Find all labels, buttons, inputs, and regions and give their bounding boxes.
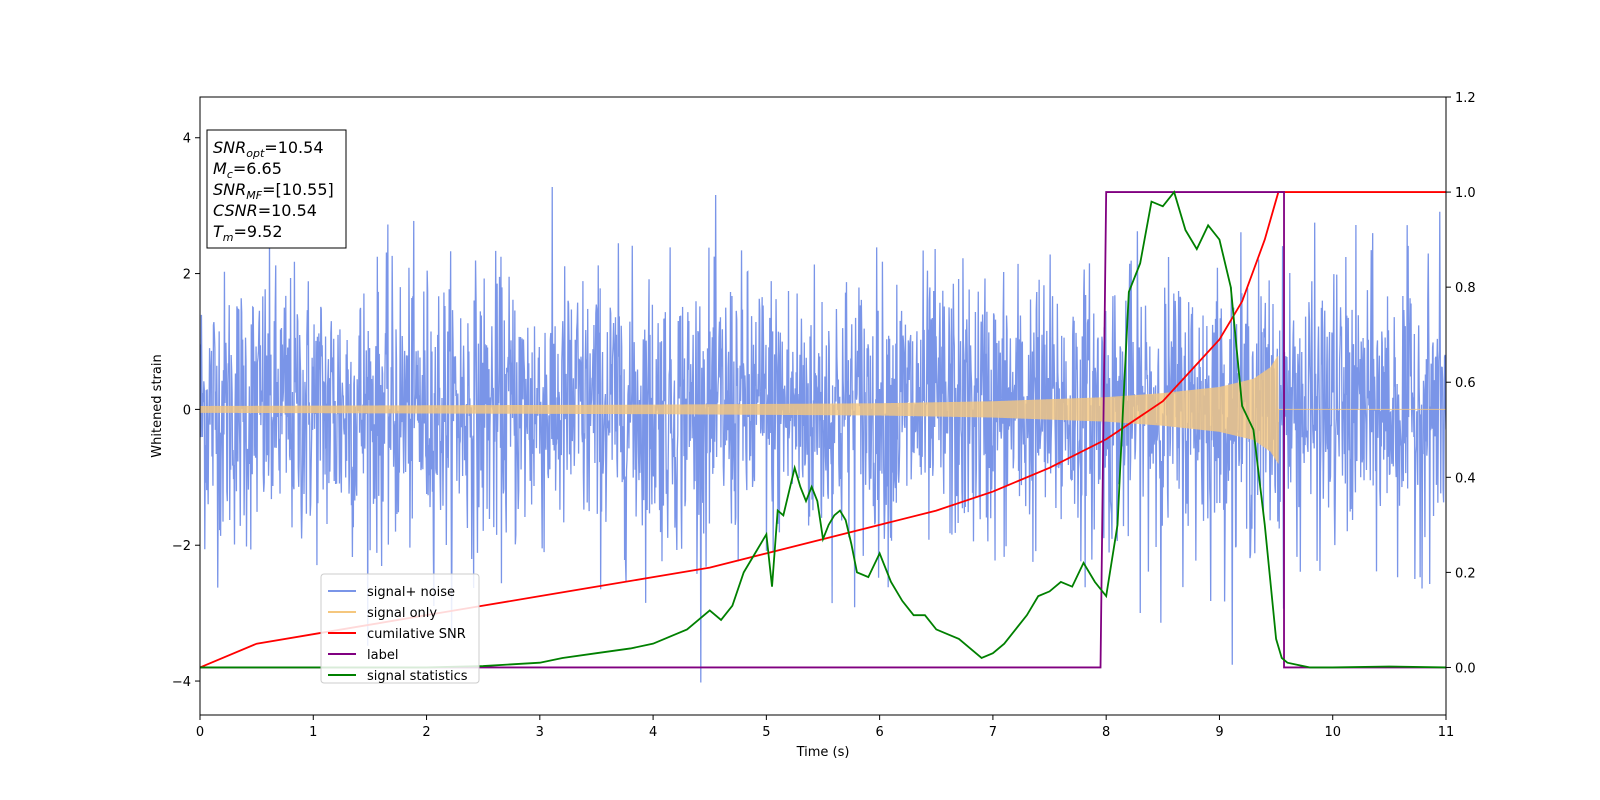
legend-frame	[320, 573, 480, 684]
annotation-value: =[10.55]	[262, 180, 334, 199]
annotation-line: SNRMF=[10.55]	[213, 180, 334, 202]
annotation-subscript: c	[227, 168, 233, 181]
legend-label: label	[367, 648, 398, 663]
y2-tick-label: 0.2	[1455, 566, 1476, 581]
y-tick-label: 2	[183, 268, 191, 283]
y2-tick-label: 1.2	[1455, 91, 1476, 106]
annotation-box: SNRopt=10.54Mc=6.65SNRMF=[10.55]CSNR=10.…	[206, 129, 347, 249]
annotation-subscript: m	[223, 231, 234, 244]
y2-tick-label: 0.8	[1455, 281, 1476, 296]
y-axis-left: −4 −2 0 2 4	[172, 132, 200, 690]
x-tick-label: 6	[875, 725, 883, 740]
annotation-symbol: SNR	[213, 138, 246, 157]
annotation-value: =6.65	[233, 159, 282, 178]
legend: signal+ noise signal only cumilative SNR la…	[320, 573, 480, 684]
y-tick-label: 0	[183, 403, 191, 418]
x-tick-label: 7	[989, 725, 997, 740]
series-signal-only-line	[200, 355, 1446, 464]
y-axis-right: 0.0 0.2 0.4 0.6 0.8 1.0 1.2	[1446, 91, 1476, 676]
annotation-line: SNRopt=10.54	[213, 138, 324, 160]
y-tick-label: 4	[183, 132, 191, 147]
y-tick-label: −4	[172, 675, 191, 690]
x-tick-label: 1	[309, 725, 317, 740]
y-tick-label: −2	[172, 539, 191, 554]
legend-label: signal+ noise	[367, 585, 455, 600]
y2-tick-label: 0.6	[1455, 376, 1476, 391]
x-tick-label: 9	[1215, 725, 1223, 740]
plot-frame	[199, 96, 1447, 716]
annotation-symbol: SNR	[213, 180, 246, 199]
y2-tick-label: 0.0	[1455, 661, 1476, 676]
x-tick-label: 5	[762, 725, 770, 740]
x-tick-label: 10	[1324, 725, 1341, 740]
x-tick-label: 4	[649, 725, 657, 740]
x-tick-label: 0	[196, 725, 204, 740]
annotation-subscript: opt	[246, 147, 265, 160]
annotation-symbol: CSNR	[213, 201, 258, 220]
annotation-line: CSNR=10.54	[213, 201, 317, 220]
x-tick-label: 3	[536, 725, 544, 740]
series-signal-statistics-line	[200, 190, 1446, 669]
annotation-value: =9.52	[234, 222, 283, 241]
legend-label: cumilative SNR	[367, 627, 466, 642]
x-tick-label: 11	[1438, 725, 1455, 740]
annotation-subscript: MF	[246, 189, 262, 202]
x-tick-label: 8	[1102, 725, 1110, 740]
x-tick-label: 2	[422, 725, 430, 740]
annotation-symbol: M	[213, 159, 227, 178]
y-axis-title: Whitened strain	[150, 354, 165, 457]
annotation-value: =10.54	[264, 138, 323, 157]
legend-label: signal statistics	[367, 669, 468, 684]
y2-tick-label: 1.0	[1455, 186, 1476, 201]
annotation-line: Mc=6.65	[213, 159, 282, 181]
x-axis: 0 1 2 3 4 5 6 7 8 9 10 11	[196, 715, 1454, 740]
legend-label: signal only	[367, 606, 437, 621]
x-axis-title: Time (s)	[796, 745, 850, 760]
annotation-box-frame	[206, 129, 347, 249]
annotation-symbol: T	[213, 222, 224, 241]
annotation-value: =10.54	[258, 201, 317, 220]
y2-tick-label: 0.4	[1455, 471, 1476, 486]
annotation-line: Tm=9.52	[213, 222, 283, 244]
